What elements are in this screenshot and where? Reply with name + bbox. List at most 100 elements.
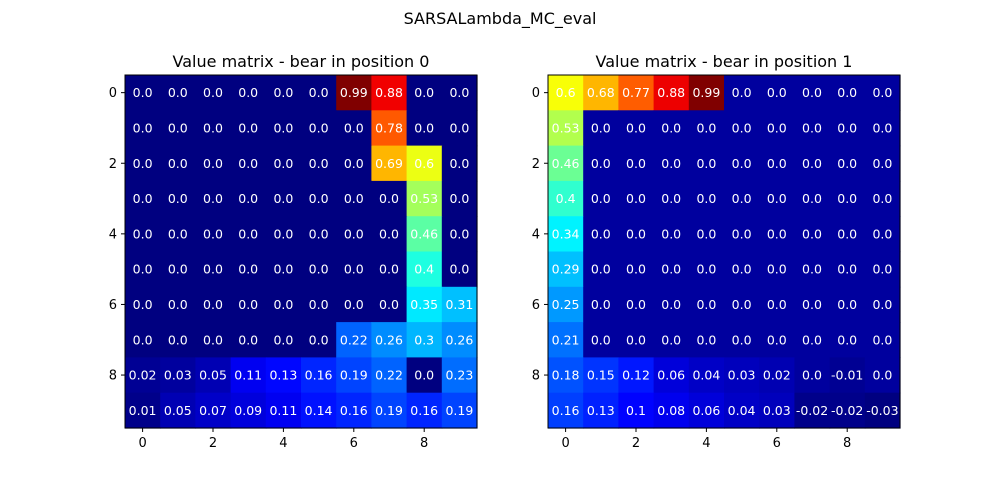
heatmap-cell-label: 0.0 — [168, 297, 188, 312]
heatmap-cell — [301, 180, 337, 217]
heatmap-cell-label: 0.6 — [414, 156, 434, 171]
heatmap-cell-label: 0.77 — [622, 85, 650, 100]
heatmap-cell-label: 0.0 — [661, 120, 681, 135]
heatmap-cell — [583, 110, 619, 147]
heatmap-cell-label: 0.0 — [591, 120, 611, 135]
x-tick-label: 6 — [350, 436, 358, 451]
heatmap-cell — [265, 251, 302, 288]
heatmap-cell — [160, 180, 196, 217]
heatmap-cell — [195, 145, 232, 182]
heatmap-cell — [618, 180, 655, 217]
heatmap-cell — [829, 251, 866, 288]
heatmap-cell — [653, 110, 690, 147]
heatmap-cell — [583, 145, 619, 182]
heatmap-cell — [759, 322, 795, 358]
heatmap-cell — [336, 251, 372, 288]
heatmap-cell-label: 0.0 — [661, 191, 681, 206]
heatmap-cell-label: 0.0 — [273, 297, 293, 312]
y-tick-label: 8 — [109, 369, 117, 384]
heatmap-cell — [548, 392, 584, 429]
heatmap-cell — [371, 357, 408, 394]
heatmap-cell — [864, 322, 901, 358]
heatmap-cell — [724, 286, 760, 323]
heatmap-cell-label: 0.0 — [273, 191, 293, 206]
heatmap-cell — [195, 180, 232, 217]
heatmap-cell — [371, 392, 408, 429]
heatmap-cell — [583, 180, 619, 217]
heatmap-cell — [230, 75, 267, 111]
x-tick-label: 4 — [279, 436, 287, 451]
heatmap-cell-label: 0.0 — [203, 120, 223, 135]
heatmap-cell — [336, 110, 372, 147]
heatmap-cell — [688, 180, 725, 217]
heatmap-cell — [548, 110, 584, 147]
heatmap-cell-label: 0.0 — [309, 226, 329, 241]
heatmap-cell — [829, 392, 866, 429]
heatmap-cell — [406, 216, 443, 253]
heatmap-cell-label: 0.01 — [129, 403, 157, 418]
heatmap-cell — [759, 180, 795, 217]
heatmap-cell — [759, 110, 795, 147]
heatmap-cell — [548, 251, 584, 288]
heatmap-cell — [336, 322, 372, 358]
heatmap-cell — [265, 216, 302, 253]
heatmap-cell-label: 0.0 — [203, 85, 223, 100]
heatmap-cell — [406, 180, 443, 217]
heatmap-cell-label: 0.0 — [133, 262, 153, 277]
heatmap-cell-label: 0.0 — [449, 226, 469, 241]
heatmap-cell-label: 0.0 — [591, 332, 611, 347]
panel-0-title: Value matrix - bear in position 0 — [173, 52, 430, 71]
heatmap-cell — [160, 357, 196, 394]
heatmap-cell — [864, 392, 901, 429]
heatmap-cell — [441, 392, 478, 429]
heatmap-cell-label: 0.0 — [696, 120, 716, 135]
heatmap-cell — [829, 145, 866, 182]
heatmap-cell-label: 0.0 — [273, 85, 293, 100]
heatmap-cell — [441, 110, 478, 147]
heatmap-cell — [618, 145, 655, 182]
heatmap-cell — [371, 75, 408, 111]
heatmap-cell — [265, 180, 302, 217]
heatmap-cell — [230, 286, 267, 323]
heatmap-cell-label: 0.0 — [802, 85, 822, 100]
heatmap-cell — [125, 216, 161, 253]
heatmap-cell-label: 0.0 — [802, 226, 822, 241]
panel-1-title: Value matrix - bear in position 1 — [596, 52, 853, 71]
heatmap-cell — [829, 180, 866, 217]
heatmap-cell — [548, 322, 584, 358]
heatmap-cell-label: 0.0 — [449, 262, 469, 277]
heatmap-cell — [125, 392, 161, 429]
heatmap-cell-label: 0.0 — [168, 262, 188, 277]
heatmap-cell-label: 0.06 — [692, 403, 720, 418]
heatmap-cell — [548, 75, 584, 111]
heatmap-cell — [688, 286, 725, 323]
heatmap-cell-label: 0.0 — [414, 368, 434, 383]
y-tick-label: 8 — [532, 369, 540, 384]
heatmap-cell-label: 0.0 — [837, 297, 857, 312]
heatmap-cell-label: 0.0 — [767, 85, 787, 100]
heatmap-cell — [618, 357, 655, 394]
heatmap-cell-label: 0.0 — [661, 226, 681, 241]
heatmap-cell-label: 0.0 — [203, 156, 223, 171]
heatmap-cell — [230, 357, 267, 394]
heatmap-cell-label: 0.0 — [802, 156, 822, 171]
heatmap-cell-label: 0.0 — [133, 332, 153, 347]
heatmap-cell — [301, 392, 337, 429]
heatmap-cell-label: 0.0 — [591, 191, 611, 206]
heatmap-cell — [864, 110, 901, 147]
heatmap-cell-label: 0.26 — [445, 332, 473, 347]
heatmap-cell — [301, 322, 337, 358]
heatmap-cell — [583, 392, 619, 429]
heatmap-cell-label: 0.0 — [344, 156, 364, 171]
heatmap-cell — [759, 357, 795, 394]
heatmap-cell — [829, 75, 866, 111]
panel-0-cells — [125, 75, 478, 429]
heatmap-cell — [759, 145, 795, 182]
heatmap-cell-label: 0.0 — [626, 226, 646, 241]
heatmap-cell — [548, 216, 584, 253]
heatmap-cell-label: 0.0 — [168, 156, 188, 171]
heatmap-cell-label: 0.0 — [238, 156, 258, 171]
heatmap-cell-label: 0.11 — [234, 368, 262, 383]
heatmap-cell-label: 0.0 — [344, 262, 364, 277]
heatmap-cell — [441, 216, 478, 253]
